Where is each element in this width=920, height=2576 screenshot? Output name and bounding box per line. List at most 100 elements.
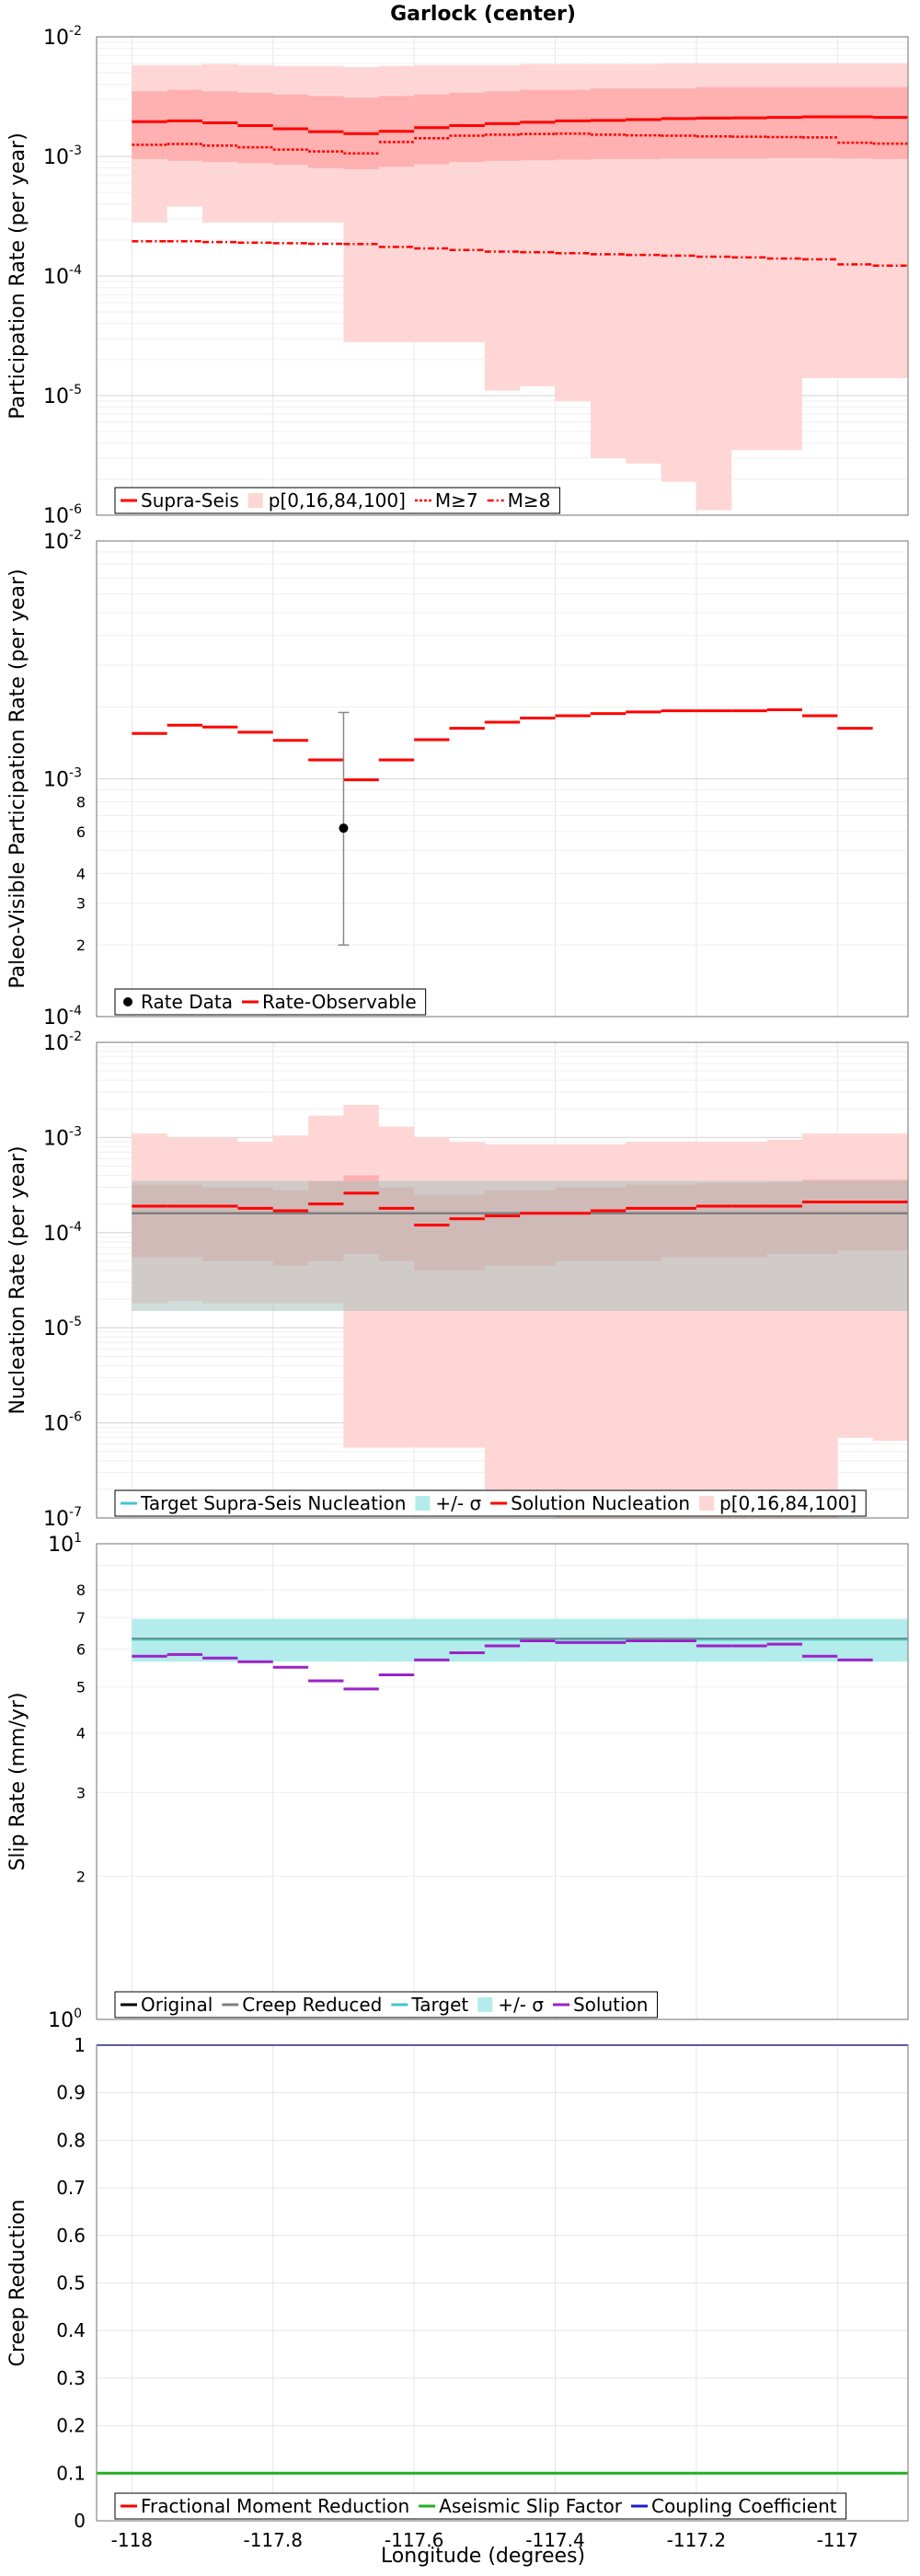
legend-label: Solution bbox=[573, 1994, 648, 2016]
y-tick-label: 10-4 bbox=[43, 263, 82, 289]
y-tick-label: 10-2 bbox=[43, 24, 82, 50]
legend: Fractional Moment Reduction Aseismic Slip… bbox=[114, 2492, 847, 2520]
y-tick-label: 10-4 bbox=[43, 1004, 82, 1029]
y-tick-label: 10-3 bbox=[43, 1124, 82, 1150]
y-tick-label: 1 bbox=[74, 2034, 86, 2056]
y-axis-label: Creep Reduction bbox=[6, 2200, 29, 2367]
legend-label: p[0,16,84,100] bbox=[269, 489, 406, 512]
rate-data-point bbox=[339, 823, 349, 834]
legend: Target Supra-Seis Nucleation +/- σ Solutio… bbox=[114, 1489, 867, 1517]
legend-swatch bbox=[477, 1997, 493, 2012]
y-tick-label: 0.6 bbox=[56, 2225, 86, 2247]
panel-1: 10-6 10-5 10-4 10-3 10-2 Participation Rate (… bbox=[6, 24, 909, 528]
legend-label: M≥8 bbox=[508, 489, 551, 512]
x-tick-label: -117.6 bbox=[385, 2529, 443, 2551]
y-axis-label: Nucleation Rate (per year) bbox=[6, 1146, 29, 1415]
plot-border bbox=[96, 540, 909, 1018]
y-minor-tick-label: 8 bbox=[76, 1581, 86, 1599]
percentile-band-outer bbox=[132, 63, 908, 511]
panel-5: 0 0.1 0.2 0.3 0.4 0.5 0.6 0.7 0.8 0.9 1 Creep Reduc… bbox=[6, 2034, 909, 2551]
y-tick-label: 10-2 bbox=[43, 528, 82, 554]
x-tick-label: -117.4 bbox=[525, 2529, 584, 2551]
y-tick-label: 0.3 bbox=[56, 2367, 86, 2389]
panel-2: 10-4 10-3 10-2 2 3 4 6 8 Paleo-Visible Participa… bbox=[6, 528, 909, 1029]
x-tick-label: -117.8 bbox=[243, 2529, 302, 2551]
y-tick-label: 10-3 bbox=[43, 766, 82, 792]
panel-3: 10-7 10-6 10-5 10-4 10-3 10-2 Nucleation Rate … bbox=[6, 1029, 909, 1531]
legend-label: Fractional Moment Reduction bbox=[141, 2495, 409, 2517]
legend-label: M≥7 bbox=[435, 489, 478, 512]
x-tick-label: -118 bbox=[111, 2529, 153, 2551]
panel-4: 100 101 2 3 4 5 6 7 8 Slip Rate (mm/yr) Original Cr… bbox=[6, 1531, 909, 2032]
y-tick-label: 0.7 bbox=[56, 2177, 86, 2199]
y-axis-label: Paleo-Visible Participation Rate (per ye… bbox=[6, 569, 29, 988]
x-axis-label: Longitude (degrees) bbox=[381, 2545, 585, 2568]
legend-label: Target bbox=[410, 1994, 468, 2016]
legend-label: Coupling Coefficient bbox=[651, 2495, 837, 2517]
y-tick-label: 0.1 bbox=[56, 2462, 86, 2484]
legend-box bbox=[114, 487, 560, 514]
y-tick-label: 10-6 bbox=[43, 1410, 82, 1436]
y-axis-label: Slip Rate (mm/yr) bbox=[6, 1692, 29, 1870]
legend-label: +/- σ bbox=[498, 1994, 544, 2016]
legend-swatch bbox=[415, 1496, 431, 1511]
y-tick-label: 10-7 bbox=[43, 1505, 82, 1531]
y-tick-label: 0.2 bbox=[56, 2415, 86, 2437]
y-tick-label: 101 bbox=[48, 1531, 82, 1557]
plot-border bbox=[96, 1543, 909, 2020]
y-minor-tick-label: 6 bbox=[76, 823, 86, 841]
legend-box bbox=[114, 1489, 867, 1517]
legend-label: Original bbox=[141, 1994, 213, 2016]
y-minor-tick-label: 6 bbox=[76, 1641, 86, 1659]
y-minor-tick-label: 4 bbox=[76, 865, 86, 882]
y-tick-label: 0.5 bbox=[56, 2272, 86, 2294]
y-axis-label: Participation Rate (per year) bbox=[6, 132, 29, 420]
legend-swatch bbox=[247, 493, 263, 508]
y-tick-label: 0 bbox=[74, 2510, 86, 2532]
plot-border bbox=[96, 36, 909, 516]
percentile-band-inner bbox=[132, 86, 908, 170]
y-minor-tick-label: 5 bbox=[76, 1679, 86, 1696]
legend-label: Solution Nucleation bbox=[511, 1492, 690, 1514]
sigma-band bbox=[132, 1180, 908, 1311]
legend-label: Creep Reduced bbox=[242, 1994, 382, 2016]
legend: Rate Data Rate-Observable bbox=[114, 988, 427, 1016]
y-tick-label: 0.4 bbox=[56, 2319, 86, 2341]
y-minor-tick-label: 8 bbox=[76, 794, 86, 811]
y-tick-label: 10-5 bbox=[43, 1315, 82, 1340]
legend-label: Rate-Observable bbox=[262, 991, 417, 1013]
y-tick-label: 0.9 bbox=[56, 2082, 86, 2104]
y-minor-tick-label: 7 bbox=[76, 1609, 86, 1627]
y-tick-label: 10-5 bbox=[43, 383, 82, 408]
legend: Supra-Seis p[0,16,84,100] M≥7 M≥8 bbox=[114, 487, 560, 514]
legend-box bbox=[114, 2492, 847, 2520]
y-tick-label: 100 bbox=[48, 2007, 82, 2032]
y-tick-label: 10-4 bbox=[43, 1220, 82, 1246]
figure-title: Garlock (center) bbox=[390, 3, 576, 26]
y-minor-tick-label: 3 bbox=[76, 895, 86, 913]
y-minor-tick-label: 2 bbox=[76, 1868, 86, 1885]
y-tick-label: 0.8 bbox=[56, 2129, 86, 2151]
y-minor-tick-label: 4 bbox=[76, 1725, 86, 1742]
legend-label: p[0,16,84,100] bbox=[719, 1492, 857, 1514]
y-tick-label: 10-3 bbox=[43, 144, 82, 169]
legend-label: Supra-Seis bbox=[141, 489, 239, 512]
plot-border bbox=[96, 2044, 909, 2522]
legend-swatch bbox=[699, 1496, 715, 1511]
y-tick-label: 10-2 bbox=[43, 1029, 82, 1055]
legend-box bbox=[114, 988, 427, 1016]
plot-border bbox=[96, 1041, 909, 1519]
legend-label: +/- σ bbox=[435, 1492, 481, 1514]
x-tick-label: -117.2 bbox=[667, 2529, 726, 2551]
y-minor-tick-label: 2 bbox=[76, 937, 86, 954]
chart-panels: 10-6 10-5 10-4 10-3 10-2 Participation Rate (… bbox=[6, 24, 909, 2551]
y-tick-label: 10-6 bbox=[43, 502, 82, 528]
legend-label: Rate Data bbox=[141, 991, 233, 1013]
y-minor-tick-label: 3 bbox=[76, 1784, 86, 1801]
plot-background bbox=[97, 1544, 908, 2019]
legend-label: Target Supra-Seis Nucleation bbox=[140, 1492, 406, 1514]
legend-swatch bbox=[123, 997, 132, 1006]
legend-label: Aseismic Slip Factor bbox=[439, 2495, 623, 2517]
legend: Original Creep Reduced Target +/- σ Solution bbox=[114, 1991, 658, 2018]
